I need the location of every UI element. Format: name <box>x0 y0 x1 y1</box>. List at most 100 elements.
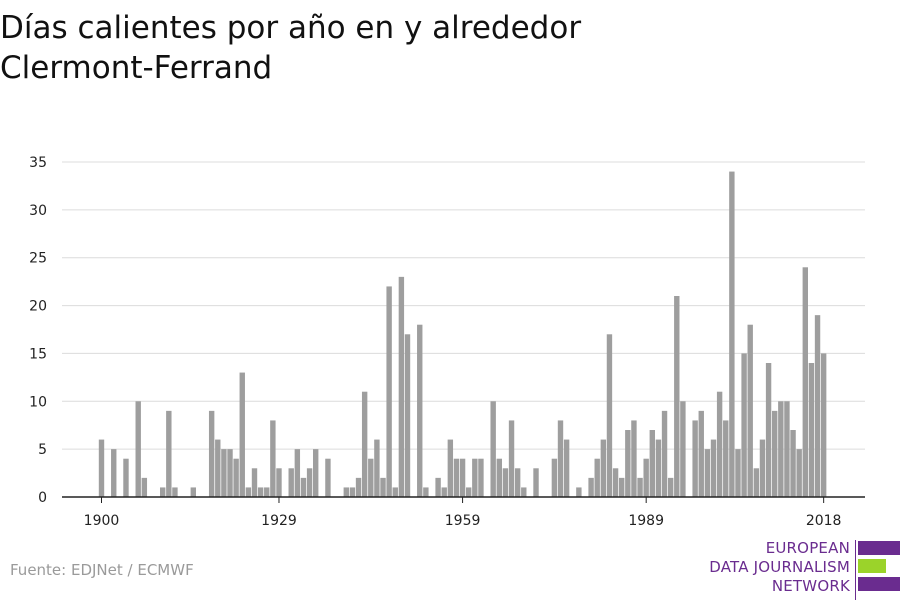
bar-1988 <box>637 477 643 497</box>
bar-1947 <box>386 286 392 497</box>
bar-2012 <box>784 401 790 497</box>
bar-2004 <box>735 449 741 497</box>
bar-1915 <box>190 487 196 497</box>
bar-1964 <box>490 401 496 497</box>
bar-2000 <box>710 439 717 497</box>
bar-1982 <box>600 439 607 497</box>
bar-2015 <box>802 267 808 497</box>
bar-1987 <box>631 420 637 497</box>
source-note: Fuente: EDJNet / ECMWF <box>10 561 194 579</box>
bar-1957 <box>447 439 454 497</box>
chart-title: Días calientes por año en y alrededor Cl… <box>0 8 880 88</box>
x-tick-label: 1959 <box>445 513 481 529</box>
bar-1950 <box>404 334 411 497</box>
bar-1956 <box>441 487 447 497</box>
bar-1969 <box>521 487 527 497</box>
bar-2014 <box>796 449 802 497</box>
edjnet-logo: EUROPEAN DATA JOURNALISM NETWORK <box>700 535 900 600</box>
logo-text-network: NETWORK <box>771 577 850 595</box>
bar-1990 <box>649 430 655 497</box>
bar-1911 <box>166 410 172 497</box>
bar-1960 <box>466 487 472 497</box>
bar-1998 <box>698 410 704 497</box>
chart-title-line1: Días calientes por año en y alrededor <box>0 10 582 46</box>
bar-1937 <box>325 458 331 497</box>
bar-1933 <box>300 477 307 497</box>
bar-1953 <box>423 487 429 497</box>
bar-1959 <box>459 458 466 497</box>
bar-1918 <box>208 410 215 497</box>
y-tick-label: 10 <box>29 394 47 410</box>
logo-text-data-journalism: DATA JOURNALISM <box>709 558 850 576</box>
bar-1971 <box>533 468 539 497</box>
bar-1902 <box>111 449 117 497</box>
bar-1941 <box>349 487 356 497</box>
bar-1999 <box>704 449 711 497</box>
bar-2016 <box>808 363 815 497</box>
bar-1948 <box>392 487 398 497</box>
bar-1919 <box>215 439 221 497</box>
bar-1932 <box>294 449 301 497</box>
bar-1944 <box>368 458 374 497</box>
bar-1934 <box>306 468 313 497</box>
bar-2013 <box>790 430 796 497</box>
bar-1958 <box>453 458 460 497</box>
bar-1968 <box>514 468 521 497</box>
bar-2010 <box>772 410 778 497</box>
bar-1978 <box>576 487 582 497</box>
bar-1976 <box>563 439 570 497</box>
y-tick-label: 5 <box>38 442 47 458</box>
bar-1980 <box>588 477 594 497</box>
bar-1923 <box>239 372 245 497</box>
bar-1991 <box>655 439 662 497</box>
bar-1966 <box>502 468 509 497</box>
bar-1989 <box>643 458 649 497</box>
bar-1974 <box>551 458 558 497</box>
y-tick-label: 25 <box>29 251 47 267</box>
bar-1912 <box>172 487 178 497</box>
bar-1961 <box>472 458 478 497</box>
bar-2006 <box>747 324 753 497</box>
bar-1965 <box>496 458 502 497</box>
bar-1928 <box>270 420 276 497</box>
bar-1904 <box>123 458 129 497</box>
bars <box>98 171 827 497</box>
bar-1962 <box>478 458 484 497</box>
logo-text-european: EUROPEAN <box>765 539 850 557</box>
bar-2002 <box>723 420 729 497</box>
bar-1935 <box>313 449 319 497</box>
x-tick-label: 1989 <box>628 513 664 529</box>
bar-1943 <box>361 391 368 497</box>
bar-1981 <box>594 458 600 497</box>
bar-1910 <box>160 487 166 497</box>
bar-1926 <box>257 487 264 497</box>
bar-1994 <box>674 296 680 497</box>
y-tick-label: 20 <box>29 299 47 315</box>
bar-1925 <box>251 468 258 497</box>
bar-1931 <box>288 468 294 497</box>
bar-1983 <box>606 334 613 497</box>
y-tick-label: 0 <box>38 490 47 506</box>
bar-1997 <box>692 420 698 497</box>
bar-2009 <box>765 363 772 497</box>
bar-1940 <box>343 487 349 497</box>
bar-2011 <box>778 401 784 497</box>
logo-bar-purple-bottom <box>858 577 900 591</box>
bar-1942 <box>355 477 362 497</box>
bar-2003 <box>729 171 735 497</box>
bar-2017 <box>814 315 821 497</box>
x-axis-ticks: 1900 1929 1959 1989 2018 <box>84 497 841 529</box>
y-tick-label: 15 <box>29 346 47 362</box>
bar-1967 <box>508 420 515 497</box>
bar-2018 <box>820 353 827 497</box>
bar-2005 <box>741 353 747 497</box>
bar-1900 <box>98 439 105 497</box>
bar-1995 <box>680 401 686 497</box>
bar-1945 <box>374 439 380 497</box>
y-tick-label: 30 <box>29 203 47 219</box>
logo-bar-purple-top <box>858 541 900 555</box>
chart-title-line2: Clermont-Ferrand <box>0 50 273 86</box>
x-tick-label: 1900 <box>84 513 120 529</box>
logo-divider <box>855 540 856 600</box>
